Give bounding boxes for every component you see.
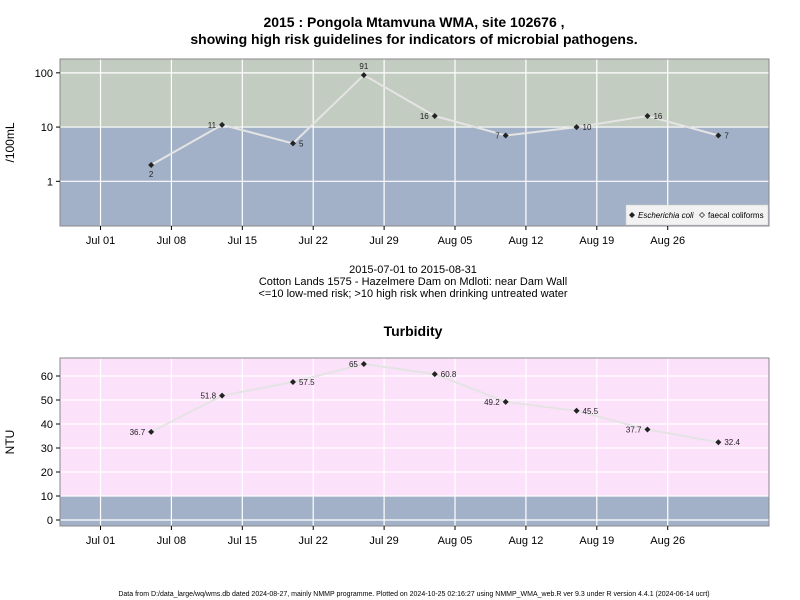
chart2-data-label-0: 36.7 bbox=[130, 428, 146, 437]
footer-note: Data from D:/data_large/wq/wms.db dated … bbox=[118, 591, 709, 598]
chart2-frame bbox=[59, 357, 770, 527]
chart1-xtick-label-2: Jul 15 bbox=[228, 235, 257, 247]
chart2-point-3 bbox=[360, 361, 367, 367]
chart1-point-4 bbox=[431, 113, 438, 120]
chart1-data-label-6: 10 bbox=[583, 123, 592, 132]
chart2-title: Turbidity bbox=[384, 323, 443, 339]
chart2-ytick-label-2: 20 bbox=[41, 467, 53, 479]
chart1-data-label-5: 7 bbox=[495, 131, 500, 140]
chart1-caption-line2: Cotton Lands 1575 - Hazelmere Dam on Mdl… bbox=[259, 276, 567, 288]
chart2-ytick-label-3: 30 bbox=[41, 443, 53, 455]
chart1-ytick-label-2: 100 bbox=[35, 68, 53, 80]
chart2-xtick-label-8: Aug 26 bbox=[650, 535, 685, 547]
chart2-point-4 bbox=[431, 371, 438, 378]
chart1-point-1 bbox=[219, 121, 226, 128]
chart1-ylabel: /100mL bbox=[3, 122, 17, 162]
chart2-point-5 bbox=[502, 398, 509, 405]
chart2-point-0 bbox=[148, 428, 155, 435]
chart2-data-label-8: 32.4 bbox=[724, 438, 740, 447]
chart1-caption-line3: <=10 low-med risk; >10 high risk when dr… bbox=[258, 288, 567, 300]
chart2-xtick-label-4: Jul 29 bbox=[369, 535, 398, 547]
chart1-plot: 1 10 100 Jul 01 Jul 08 Jul 15 Jul 22 Jul 29 Aug … bbox=[3, 58, 770, 247]
chart2-band-0 bbox=[60, 496, 769, 526]
chart1-data-label-4: 16 bbox=[420, 112, 429, 121]
chart2-band-1 bbox=[60, 358, 769, 496]
chart1-xtick-label-3: Jul 22 bbox=[299, 235, 328, 247]
chart2-ytick-label-6: 60 bbox=[41, 371, 53, 383]
chart2-data-label-6: 45.5 bbox=[583, 407, 599, 416]
chart2-point-6 bbox=[573, 407, 580, 414]
chart1-xtick-label-1: Jul 08 bbox=[157, 235, 186, 247]
chart1-legend-label-1: faecal coliforms bbox=[708, 211, 764, 220]
chart2-xtick-label-5: Aug 05 bbox=[438, 535, 473, 547]
chart1-data-label-1: 11 bbox=[208, 121, 217, 130]
chart1-xtick-label-8: Aug 26 bbox=[650, 235, 685, 247]
chart2-data-label-3: 65 bbox=[349, 360, 358, 369]
chart2-ytick-label-1: 10 bbox=[41, 491, 53, 503]
chart1-xtick-label-4: Jul 29 bbox=[369, 235, 398, 247]
chart1-point-0 bbox=[148, 161, 155, 168]
chart2-xtick-label-1: Jul 08 bbox=[157, 535, 186, 547]
chart2-xtick-label-2: Jul 15 bbox=[228, 535, 257, 547]
chart1-title-line1: 2015 : Pongola Mtamvuna WMA, site 102676… bbox=[263, 14, 564, 30]
chart1-data-label-7: 16 bbox=[653, 112, 662, 121]
chart1-legend-marker-1 bbox=[699, 212, 705, 218]
chart2-point-1 bbox=[219, 392, 226, 399]
chart1-data-label-2: 5 bbox=[299, 139, 304, 148]
chart2-data-label-1: 51.8 bbox=[200, 392, 216, 401]
chart1-point-2 bbox=[289, 140, 296, 147]
chart1-point-5 bbox=[502, 132, 509, 139]
chart1-point-3 bbox=[360, 72, 367, 79]
chart1-band-1 bbox=[60, 59, 769, 128]
chart2-point-8 bbox=[715, 439, 722, 446]
chart2-plot: 0 10 20 30 40 50 60 Jul 01 Jul 08 Jul 15 Jul 22 Jul… bbox=[3, 357, 770, 547]
chart1-xtick-label-5: Aug 05 bbox=[438, 235, 473, 247]
chart2-point-7 bbox=[644, 426, 651, 433]
chart1-frame bbox=[59, 58, 770, 227]
chart2-data-label-7: 37.7 bbox=[626, 426, 642, 435]
chart1-data-label-3: 91 bbox=[359, 62, 368, 71]
chart1-legend-marker-0 bbox=[629, 212, 635, 218]
chart2-xtick-label-7: Aug 19 bbox=[579, 535, 614, 547]
chart1-legend-box bbox=[625, 204, 769, 226]
chart2-data-label-4: 60.8 bbox=[441, 370, 457, 379]
chart1-legend: Escherichia coli faecal coliforms bbox=[625, 204, 769, 226]
chart1-ytick-label-1: 10 bbox=[41, 122, 53, 134]
chart1-xtick-label-0: Jul 01 bbox=[86, 235, 115, 247]
chart2-xtick-label-6: Aug 12 bbox=[508, 535, 543, 547]
chart1-point-8 bbox=[715, 132, 722, 139]
chart1-caption-line1: 2015-07-01 to 2015-08-31 bbox=[349, 264, 477, 276]
chart1-legend-label-0: Escherichia coli bbox=[638, 211, 694, 220]
chart1-point-7 bbox=[644, 113, 651, 120]
chart2-point-2 bbox=[289, 379, 296, 385]
chart2-data-label-5: 49.2 bbox=[484, 398, 500, 407]
chart1-title-line2: showing high risk guidelines for indicat… bbox=[190, 31, 637, 47]
chart2-ytick-label-4: 40 bbox=[41, 419, 53, 431]
chart2-ytick-label-0: 0 bbox=[47, 515, 53, 527]
chart1-xtick-label-7: Aug 19 bbox=[579, 235, 614, 247]
chart1-point-6 bbox=[573, 124, 580, 131]
chart2-data-label-2: 57.5 bbox=[299, 378, 315, 387]
chart1-data-label-8: 7 bbox=[724, 131, 729, 140]
chart1-data-label-0: 2 bbox=[149, 170, 154, 179]
chart2-ytick-label-5: 50 bbox=[41, 395, 53, 407]
chart2-xtick-label-3: Jul 22 bbox=[299, 535, 328, 547]
chart1-ytick-label-0: 1 bbox=[47, 176, 53, 188]
chart1-xtick-label-6: Aug 12 bbox=[508, 235, 543, 247]
chart2-ylabel: NTU bbox=[3, 430, 17, 455]
chart2-xtick-label-0: Jul 01 bbox=[86, 535, 115, 547]
